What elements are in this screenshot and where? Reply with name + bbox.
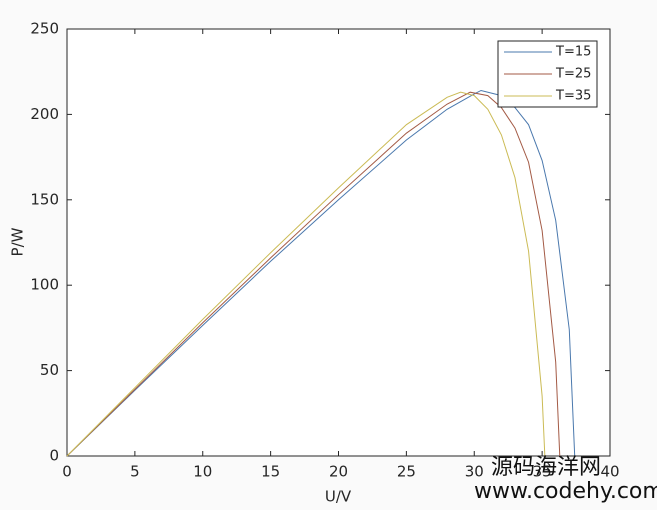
x-tick-label: 35 [533, 463, 552, 481]
watermark-title: 源码海洋网 [491, 455, 601, 480]
x-tick-label: 5 [130, 463, 140, 481]
line [66, 91, 546, 457]
x-tick-label: 30 [465, 463, 484, 481]
line [66, 89, 576, 457]
legend-label: T=35 [555, 89, 591, 104]
y-tick-label: 250 [30, 20, 59, 38]
legend-label: T=15 [555, 45, 591, 60]
x-tick-label: 40 [600, 463, 619, 481]
x-tick-label: 25 [397, 463, 416, 481]
y-axis-label: P/W [9, 227, 27, 256]
y-tick-label: 50 [40, 361, 59, 379]
line [66, 91, 561, 457]
x-tick-label: 10 [193, 463, 212, 481]
x-tick-label: 0 [62, 463, 72, 481]
y-tick-label: 0 [49, 447, 59, 465]
axes-box [66, 28, 611, 457]
y-tick-label: 100 [30, 276, 59, 294]
legend-label: T=25 [555, 67, 591, 82]
x-tick-label: 15 [261, 463, 280, 481]
x-axis-label: U/V [325, 488, 352, 506]
x-tick-label: 20 [329, 463, 348, 481]
y-tick-label: 200 [30, 105, 59, 123]
y-tick-label: 150 [30, 190, 59, 208]
watermark-url: www.codehy.com [474, 479, 657, 504]
